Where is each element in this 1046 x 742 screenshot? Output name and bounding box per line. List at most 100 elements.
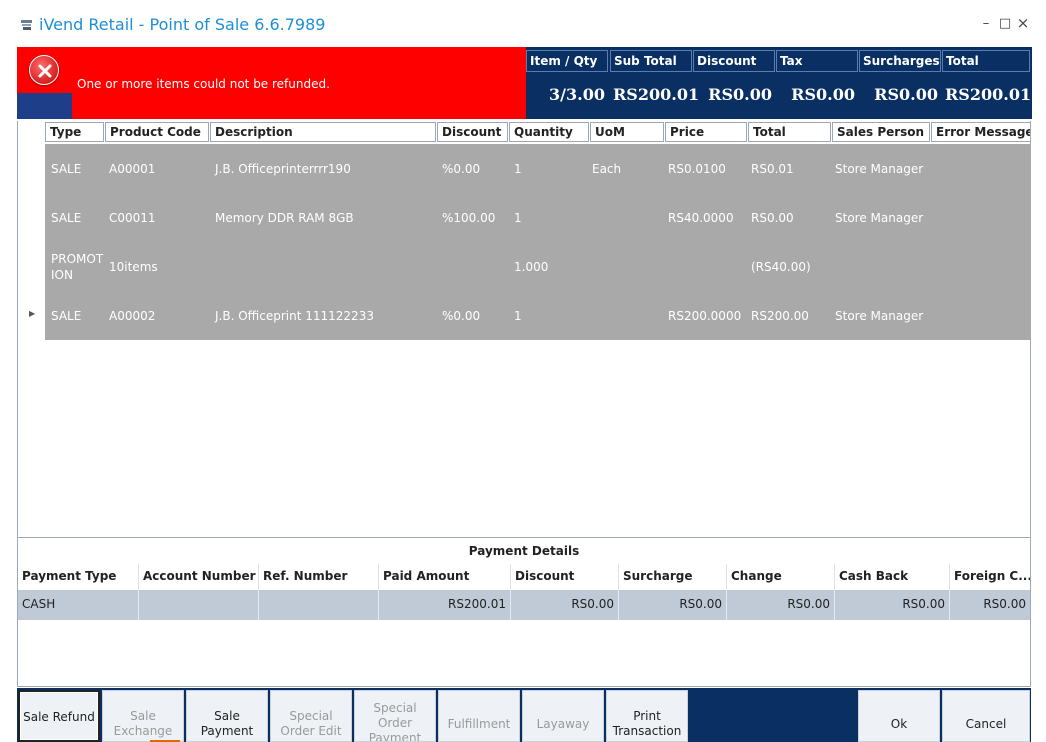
column-header-account-number[interactable]: Account Number <box>138 564 258 590</box>
cell-discount <box>436 242 508 291</box>
cell-product-code: 10items <box>109 259 158 274</box>
cell-description: J.B. Officeprint 111122233 <box>215 308 374 323</box>
summary-label: Total <box>942 50 1030 72</box>
cell-product-code: C00011 <box>109 210 156 225</box>
column-header-type[interactable]: Type <box>45 122 104 142</box>
error-message: One or more items could not be refunded. <box>77 77 330 91</box>
cell-sales-person: Store Manager <box>835 210 924 225</box>
cell-description <box>209 242 436 291</box>
column-header-total[interactable]: Total <box>748 122 831 142</box>
focus-strip <box>150 740 180 742</box>
cell-uom <box>586 242 663 291</box>
sale-exchange-button[interactable]: Sale Exchange <box>102 690 184 742</box>
special-order-payment-button[interactable]: Special Order Payment <box>354 690 436 742</box>
cancel-button[interactable]: Cancel <box>942 690 1030 742</box>
cell-total: RS0.00 <box>751 210 794 225</box>
column-header-paid-amount[interactable]: Paid Amount <box>378 564 510 590</box>
cell-uom <box>586 193 663 242</box>
summary-value: RS200.01 <box>613 85 700 104</box>
column-header-change[interactable]: Change <box>726 564 834 590</box>
ok-button[interactable]: Ok <box>858 690 940 742</box>
cell-error-message <box>929 144 1029 193</box>
sale-payment-button[interactable]: Sale Payment <box>186 690 268 742</box>
cell-price <box>662 242 746 291</box>
sale-refund-button[interactable]: Sale Refund <box>18 690 100 742</box>
minimize-button[interactable]: – <box>982 16 990 31</box>
special-order-edit-button[interactable]: Special Order Edit <box>270 690 352 742</box>
summary-discount: Discount RS0.00 <box>693 50 775 116</box>
layaway-button[interactable]: Layaway <box>522 690 604 742</box>
cell-discount: %0.00 <box>442 308 481 323</box>
summary-value: RS0.00 <box>874 85 938 104</box>
cell-type: SALE <box>51 161 82 176</box>
column-header-cash-back[interactable]: Cash Back <box>834 564 949 590</box>
column-header-uom[interactable]: UoM <box>590 122 664 142</box>
summary-item-qty: Item / Qty 3/3.00 <box>526 50 608 116</box>
summary-value: RS0.00 <box>791 85 855 104</box>
column-header-quantity[interactable]: Quantity <box>509 122 589 142</box>
column-header-description[interactable]: Description <box>210 122 436 142</box>
table-row[interactable]: PROMOT ION 10items 1.000 (RS40.00) <box>45 242 1031 291</box>
cell-description: Memory DDR RAM 8GB <box>215 210 354 225</box>
cell-sales-person: Store Manager <box>835 308 924 323</box>
payment-details-title: Payment Details <box>468 544 580 558</box>
column-header-discount[interactable]: Discount <box>437 122 508 142</box>
cell-quantity: 1.000 <box>514 259 549 274</box>
column-header-ref-number[interactable]: Ref. Number <box>258 564 378 590</box>
column-header-surcharge[interactable]: Surcharge <box>618 564 726 590</box>
table-row[interactable]: SALE A00002 J.B. Officeprint 111122233 %… <box>45 291 1031 340</box>
error-icon <box>29 55 59 85</box>
cell-product-code: A00001 <box>109 161 156 176</box>
cell-error-message <box>929 242 1029 291</box>
close-button[interactable]: × <box>1016 14 1030 32</box>
summary-label: Item / Qty <box>526 50 608 72</box>
table-row[interactable]: SALE C00011 Memory DDR RAM 8GB %100.00 1… <box>45 193 1031 242</box>
cell-type: PROMOT ION <box>45 242 103 291</box>
action-bar: Sale Refund Sale Exchange Sale Payment S… <box>17 688 1031 742</box>
fulfillment-button[interactable]: Fulfillment <box>438 690 520 742</box>
cell-sales-person: Store Manager <box>835 161 924 176</box>
column-header-product-code[interactable]: Product Code <box>105 122 209 142</box>
line-items-grid: Type Product Code Description Discount Q… <box>17 121 1031 537</box>
cell-product-code: A00002 <box>109 308 156 323</box>
column-header-payment-type[interactable]: Payment Type <box>22 569 117 583</box>
column-header-sales-person[interactable]: Sales Person <box>832 122 930 142</box>
column-header-price[interactable]: Price <box>665 122 747 142</box>
cell-error-message <box>929 193 1029 242</box>
window-title: iVend Retail - Point of Sale 6.6.7989 <box>39 15 326 34</box>
cell-total: RS0.01 <box>751 161 794 176</box>
maximize-button[interactable]: □ <box>998 16 1012 31</box>
summary-tax: Tax RS0.00 <box>776 50 858 116</box>
cell-discount: RS0.00 <box>510 590 618 620</box>
cell-error-message <box>929 291 1029 340</box>
payment-row[interactable]: CASH RS200.01 RS0.00 RS0.00 RS0.00 RS0.0… <box>18 590 1030 620</box>
cell-uom <box>586 291 663 340</box>
table-row[interactable]: SALE A00001 J.B. Officeprinterrrr190 %0.… <box>45 144 1031 193</box>
error-banner: One or more items could not be refunded. <box>17 47 526 119</box>
cell-discount: %0.00 <box>442 161 481 176</box>
print-transaction-button[interactable]: Print Transaction <box>606 690 688 742</box>
summary-label: Tax <box>776 50 858 72</box>
column-header-error-message[interactable]: Error Message <box>931 122 1031 142</box>
error-stripe <box>17 93 72 119</box>
column-header-discount[interactable]: Discount <box>510 564 618 590</box>
summary-value: RS0.00 <box>708 85 772 104</box>
cell-type: SALE <box>51 308 82 323</box>
summary-surcharges: Surcharges RS0.00 <box>859 50 941 116</box>
cell-total: RS200.00 <box>751 308 809 323</box>
current-row-indicator-icon: ▶ <box>29 309 36 318</box>
grid-body: SALE A00001 J.B. Officeprinterrrr190 %0.… <box>45 144 1031 340</box>
summary-label: Sub Total <box>610 50 692 72</box>
cell-surcharge: RS0.00 <box>618 590 726 620</box>
cell-type-line: PROMOT <box>51 251 104 266</box>
cell-payment-type: CASH <box>22 597 56 611</box>
cell-change: RS0.00 <box>726 590 834 620</box>
column-header-foreign-currency[interactable]: Foreign C... <box>949 564 1030 590</box>
cell-total: (RS40.00) <box>751 259 811 274</box>
summary-value: 3/3.00 <box>549 85 605 104</box>
cell-quantity: 1 <box>514 210 522 225</box>
cell-cash-back: RS0.00 <box>834 590 949 620</box>
cell-paid-amount: RS200.01 <box>378 590 510 620</box>
cell-uom: Each <box>592 161 622 176</box>
cell-price: RS0.0100 <box>668 161 726 176</box>
